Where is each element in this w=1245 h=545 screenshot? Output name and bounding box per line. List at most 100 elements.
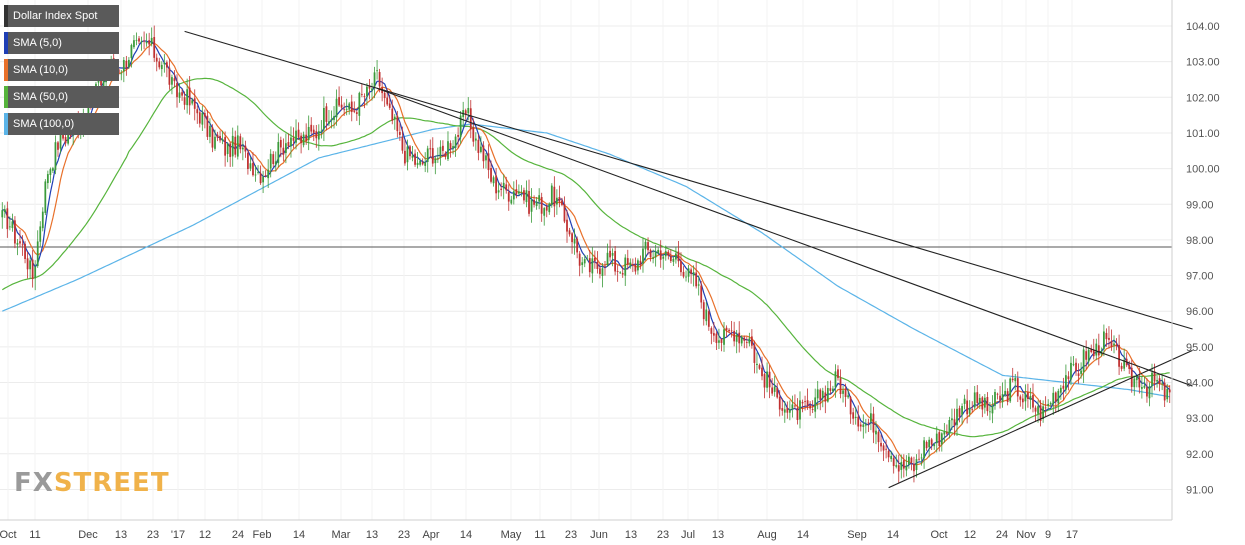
candle-body [1105, 332, 1108, 340]
x-tick-label: 14 [293, 529, 305, 541]
candle-body [69, 134, 72, 137]
candle-body [723, 329, 725, 345]
candle-body [1034, 407, 1037, 412]
candle-body [297, 129, 300, 138]
candle-body [707, 311, 710, 327]
candle-body [46, 174, 49, 184]
candle-body [378, 72, 381, 87]
candle-body [449, 143, 452, 149]
candle-body [1029, 395, 1032, 400]
candle-body [490, 167, 492, 182]
candle-body [1009, 378, 1012, 402]
candle-body [477, 139, 480, 153]
candle-body [857, 416, 860, 427]
candle-body [533, 199, 535, 205]
candle-body [153, 37, 156, 58]
candle-body [323, 107, 325, 130]
candle-body [664, 251, 667, 257]
y-tick-label: 103.00 [1186, 57, 1220, 69]
candle-body [548, 203, 551, 213]
candle-body [292, 137, 295, 141]
candle-body [811, 409, 814, 410]
x-tick-label: 17 [1066, 529, 1078, 541]
candle-body [682, 271, 685, 277]
candle-body [700, 285, 703, 303]
trendlines [184, 30, 1193, 489]
y-tick-label: 101.00 [1186, 128, 1220, 140]
candle-body [971, 409, 974, 411]
candle-body [1161, 383, 1164, 385]
candle-body [1118, 344, 1120, 367]
x-tick-label: Jun [590, 529, 608, 541]
candle-body [474, 138, 477, 141]
y-tick-label: 98.00 [1186, 235, 1214, 247]
candle-body [11, 221, 14, 229]
candle-body [986, 397, 989, 412]
y-tick-label: 104.00 [1186, 21, 1220, 33]
candle-body [143, 40, 145, 42]
candle-body [728, 329, 730, 332]
candle-body [186, 89, 189, 106]
x-tick-label: 14 [887, 529, 899, 541]
candle-body [1011, 378, 1014, 381]
candle-body [667, 251, 670, 256]
price-axis: 104.00 103.00 102.00 101.00 100.00 99.00 98.00… [1171, 0, 1220, 520]
candle-body [561, 200, 563, 205]
candle-body [832, 388, 834, 392]
candle-body [383, 92, 386, 99]
candle-body [750, 336, 753, 346]
candle-body [214, 136, 216, 149]
candle-body [543, 208, 546, 216]
candle-body [715, 333, 718, 343]
candle-body [226, 143, 229, 155]
candle-body [581, 262, 584, 266]
x-tick-label: 24 [996, 529, 1008, 541]
candle-body [282, 147, 285, 155]
candle-body [523, 190, 525, 201]
candle-body [206, 115, 209, 137]
candle-body [52, 168, 54, 171]
candle-body [1037, 406, 1039, 414]
candle-body [287, 142, 290, 147]
candle-body [1027, 392, 1029, 399]
candle-body [586, 258, 589, 260]
candle-body [692, 272, 695, 276]
candle-body [910, 457, 913, 463]
candle-body [424, 161, 427, 166]
candle-body [305, 134, 308, 141]
candle-body [923, 440, 925, 459]
candle-body [920, 457, 923, 459]
x-tick-label: 12 [199, 529, 211, 541]
legend-label: SMA (50,0) [13, 91, 69, 103]
candle-body [244, 145, 247, 152]
candle-body [338, 97, 340, 106]
candle-body [928, 439, 931, 448]
candle-body [1006, 391, 1009, 402]
candle-body [277, 141, 280, 164]
candle-body [804, 401, 806, 402]
candle-body [221, 138, 224, 141]
candle-body [882, 445, 885, 451]
candle-body [913, 463, 915, 472]
sma50-line [1, 77, 1170, 438]
candle-body [637, 260, 639, 271]
candle-body [677, 251, 680, 262]
candle-body [662, 256, 665, 259]
candle-body [150, 37, 153, 44]
candle-body [19, 241, 21, 244]
candle-body [229, 143, 232, 157]
candle-body [269, 153, 272, 169]
candle-body [1140, 387, 1143, 389]
candle-body [991, 405, 994, 414]
candle-body [376, 70, 378, 72]
candle-body [518, 191, 520, 194]
candle-body [188, 87, 191, 106]
candle-body [788, 409, 791, 413]
candle-body [816, 389, 819, 399]
candle-body [771, 387, 774, 394]
candle-body [606, 252, 609, 266]
candle-body [885, 448, 887, 450]
candle-body [829, 388, 832, 391]
legend-item-sma50: SMA (50,0) [4, 86, 119, 108]
